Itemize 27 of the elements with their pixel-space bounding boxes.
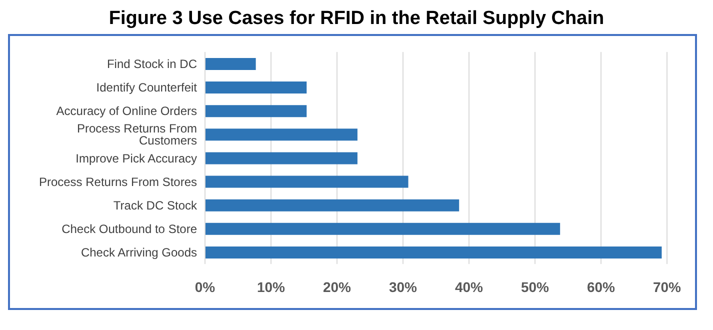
- x-tick-label: 50%: [520, 278, 550, 295]
- x-tick-label: 10%: [256, 278, 286, 295]
- x-tick-label: 30%: [388, 278, 418, 295]
- chart-title: Figure 3 Use Cases for RFID in the Retail Supply Chain: [108, 8, 606, 31]
- y-tick-label: Find Stock in DC: [106, 57, 198, 72]
- bar: [205, 105, 307, 118]
- y-tick-label: Process Returns From Stores: [38, 174, 197, 189]
- x-tick-label: 20%: [322, 278, 352, 295]
- y-tick-label: Identify Counterfeit: [96, 80, 198, 95]
- y-tick-label: Process Returns From Customers: [76, 122, 197, 148]
- x-tick-label: 40%: [454, 278, 484, 295]
- bar: [205, 82, 307, 94]
- bar: [205, 128, 358, 141]
- bar: [205, 222, 560, 235]
- x-tick-label: 70%: [652, 278, 682, 295]
- y-tick-label: Improve Pick Accuracy: [76, 151, 197, 166]
- x-tick-label: 60%: [586, 278, 616, 295]
- y-tick-label: Accuracy of Online Orders: [56, 104, 197, 118]
- y-tick-label: Check Outbound to Store: [62, 222, 198, 236]
- bar: [205, 246, 662, 258]
- y-tick-label: Track DC Stock: [113, 198, 198, 212]
- x-tick-label: 0%: [194, 278, 216, 295]
- y-tick-label: Check Arriving Goods: [80, 245, 197, 260]
- bar: [205, 58, 256, 70]
- bar: [205, 176, 408, 188]
- bar: [205, 152, 358, 164]
- bar: [205, 199, 460, 212]
